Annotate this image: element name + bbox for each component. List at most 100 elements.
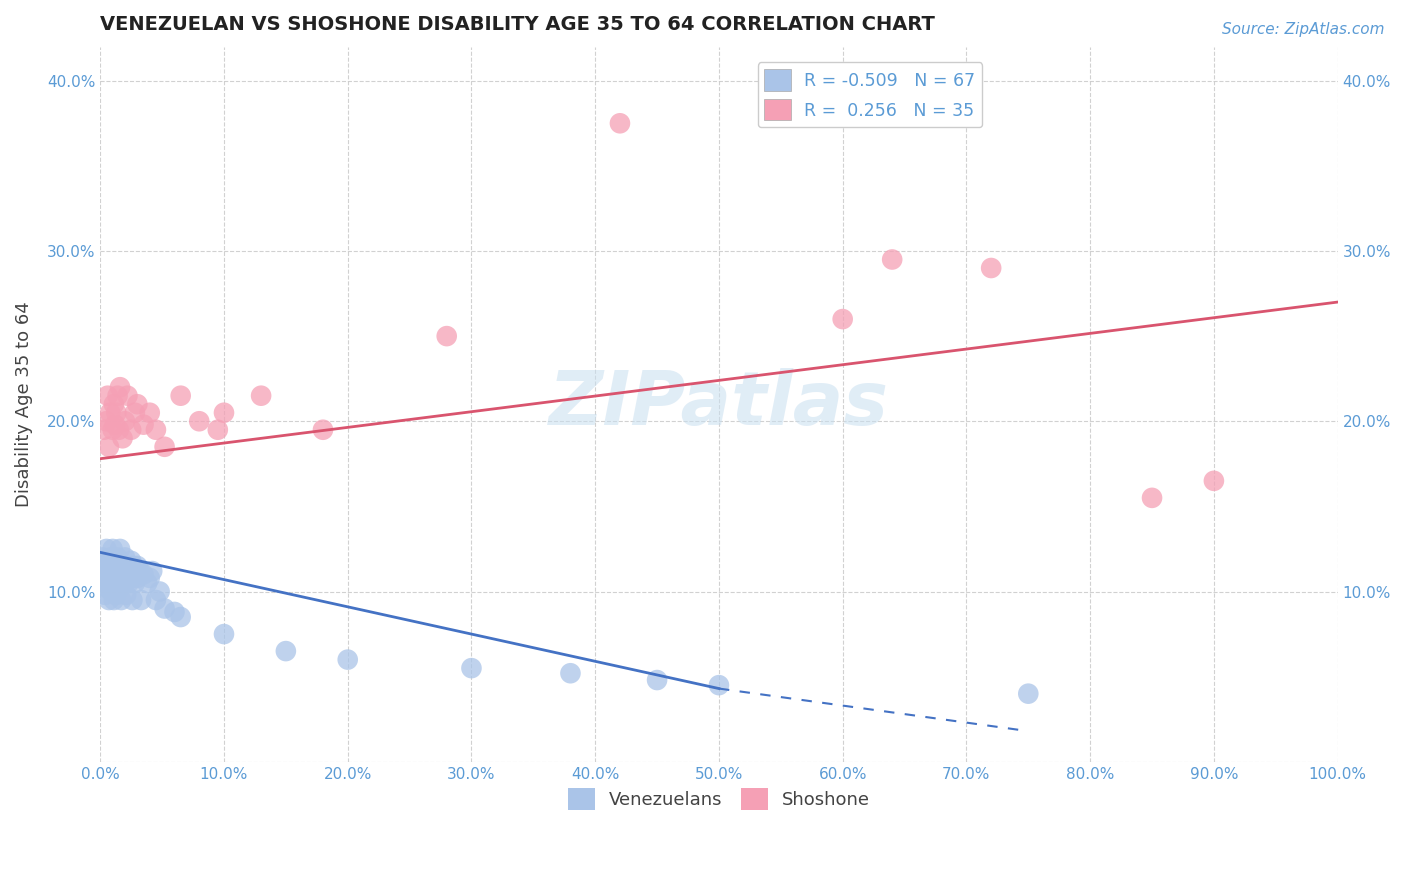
Point [98,550,121,565]
Point [114,550,136,565]
Point [105,588,128,602]
Point [107,576,129,591]
Point [118,564,141,578]
Point [97,440,120,454]
Point [121,593,143,607]
Point [98,406,121,420]
Point [108,554,131,568]
Point [108,581,131,595]
Point [153,440,176,454]
Point [274,644,297,658]
Point [460,661,482,675]
Point [1202,474,1225,488]
Point [882,252,904,267]
Point [117,567,139,582]
Point [122,558,145,573]
Point [100,558,122,573]
Point [141,564,163,578]
Point [124,406,146,420]
Point [149,584,172,599]
Point [250,389,273,403]
Point [107,389,129,403]
Point [117,389,139,403]
Point [96,567,118,582]
Point [645,673,668,687]
Point [110,593,132,607]
Point [93,423,115,437]
Point [124,576,146,591]
Point [139,406,162,420]
Point [139,571,162,585]
Point [436,329,458,343]
Point [97,389,120,403]
Point [153,601,176,615]
Point [108,564,131,578]
Point [129,593,152,607]
Point [98,576,121,591]
Point [94,558,117,573]
Point [207,423,229,437]
Point [980,260,1002,275]
Point [96,541,118,556]
Point [1017,687,1039,701]
Point [112,564,135,578]
Point [117,558,139,573]
Text: VENEZUELAN VS SHOSHONE DISABILITY AGE 35 TO 64 CORRELATION CHART: VENEZUELAN VS SHOSHONE DISABILITY AGE 35… [100,15,935,34]
Point [120,571,142,585]
Point [115,588,138,602]
Point [212,406,235,420]
Point [707,678,730,692]
Point [105,567,128,582]
Point [831,312,853,326]
Point [94,588,117,602]
Point [97,581,120,595]
Point [145,593,167,607]
Point [108,541,131,556]
Point [1140,491,1163,505]
Point [91,550,114,565]
Point [111,431,134,445]
Point [136,576,159,591]
Point [336,652,359,666]
Text: ZIPatlas: ZIPatlas [548,368,889,441]
Point [111,558,134,573]
Point [104,576,127,591]
Point [101,541,124,556]
Point [103,593,125,607]
Point [96,414,118,428]
Point [96,571,118,585]
Y-axis label: Disability Age 35 to 64: Disability Age 35 to 64 [15,301,32,507]
Point [114,576,136,591]
Point [118,576,141,591]
Point [103,554,125,568]
Point [104,417,127,432]
Point [312,423,335,437]
Point [212,627,235,641]
Point [127,571,149,585]
Point [104,558,127,573]
Point [114,414,136,428]
Point [163,605,186,619]
Point [188,414,211,428]
Point [111,571,134,585]
Point [609,116,631,130]
Legend: Venezuelans, Shoshone: Venezuelans, Shoshone [561,780,877,817]
Point [560,666,582,681]
Point [107,550,129,565]
Point [170,610,193,624]
Point [127,558,149,573]
Point [128,564,150,578]
Point [132,567,155,582]
Text: Source: ZipAtlas.com: Source: ZipAtlas.com [1222,22,1385,37]
Point [103,397,125,411]
Point [101,423,124,437]
Point [127,397,149,411]
Point [170,389,193,403]
Point [97,593,120,607]
Point [97,554,120,568]
Point [97,564,120,578]
Point [100,584,122,599]
Point [108,423,131,437]
Point [101,571,124,585]
Point [132,417,155,432]
